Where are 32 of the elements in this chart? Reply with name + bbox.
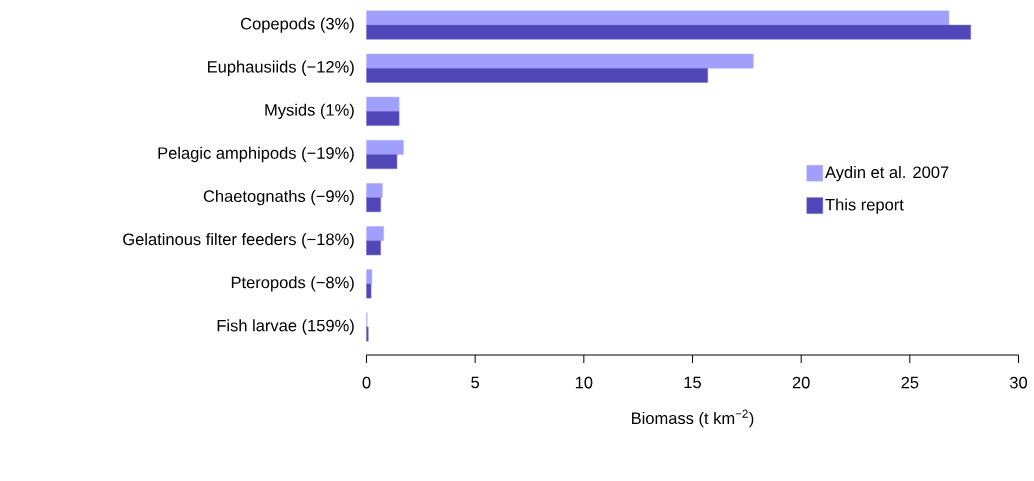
bar — [366, 183, 383, 198]
y-tick-label: Pelagic amphipods (−19%) — [158, 146, 354, 163]
legend-label: This report — [825, 198, 904, 214]
x-tick-label: 0 — [362, 376, 371, 389]
y-tick-label: Fish larvae (159%) — [217, 319, 354, 335]
x-tick-label: 15 — [684, 376, 701, 389]
x-tick-label: 25 — [901, 376, 919, 389]
bar — [366, 111, 400, 126]
x-tick-label: 10 — [575, 376, 593, 389]
bar — [366, 10, 950, 26]
bar — [366, 269, 373, 285]
bar — [366, 67, 708, 83]
bar — [366, 226, 384, 241]
y-tick-label: Gelatinous filter feeders (−18%) — [123, 233, 354, 249]
x-tick-label: 20 — [792, 376, 810, 389]
bar — [366, 53, 754, 69]
bar — [366, 139, 404, 155]
bar — [366, 283, 372, 299]
y-tick-label: Mysids (1%) — [265, 103, 354, 120]
bar — [366, 96, 400, 112]
y-tick-label: Copepods (3%) — [241, 17, 354, 33]
x-axis-title: Biomass (t km$^{−2}$) — [632, 409, 754, 428]
y-tick-label: Euphausiids (−12%) — [208, 60, 354, 76]
bar — [366, 154, 398, 169]
y-tick-label: Pteropods (−8%) — [231, 276, 354, 292]
legend-label: Aydin et al. 2007 — [825, 165, 949, 182]
y-tick-label: Chaetognaths (−9%) — [203, 189, 354, 206]
bar — [366, 197, 381, 213]
x-tick-label: 30 — [1009, 376, 1028, 389]
x-tick-label: 5 — [471, 376, 480, 389]
bar — [366, 24, 971, 40]
bar — [366, 240, 381, 256]
